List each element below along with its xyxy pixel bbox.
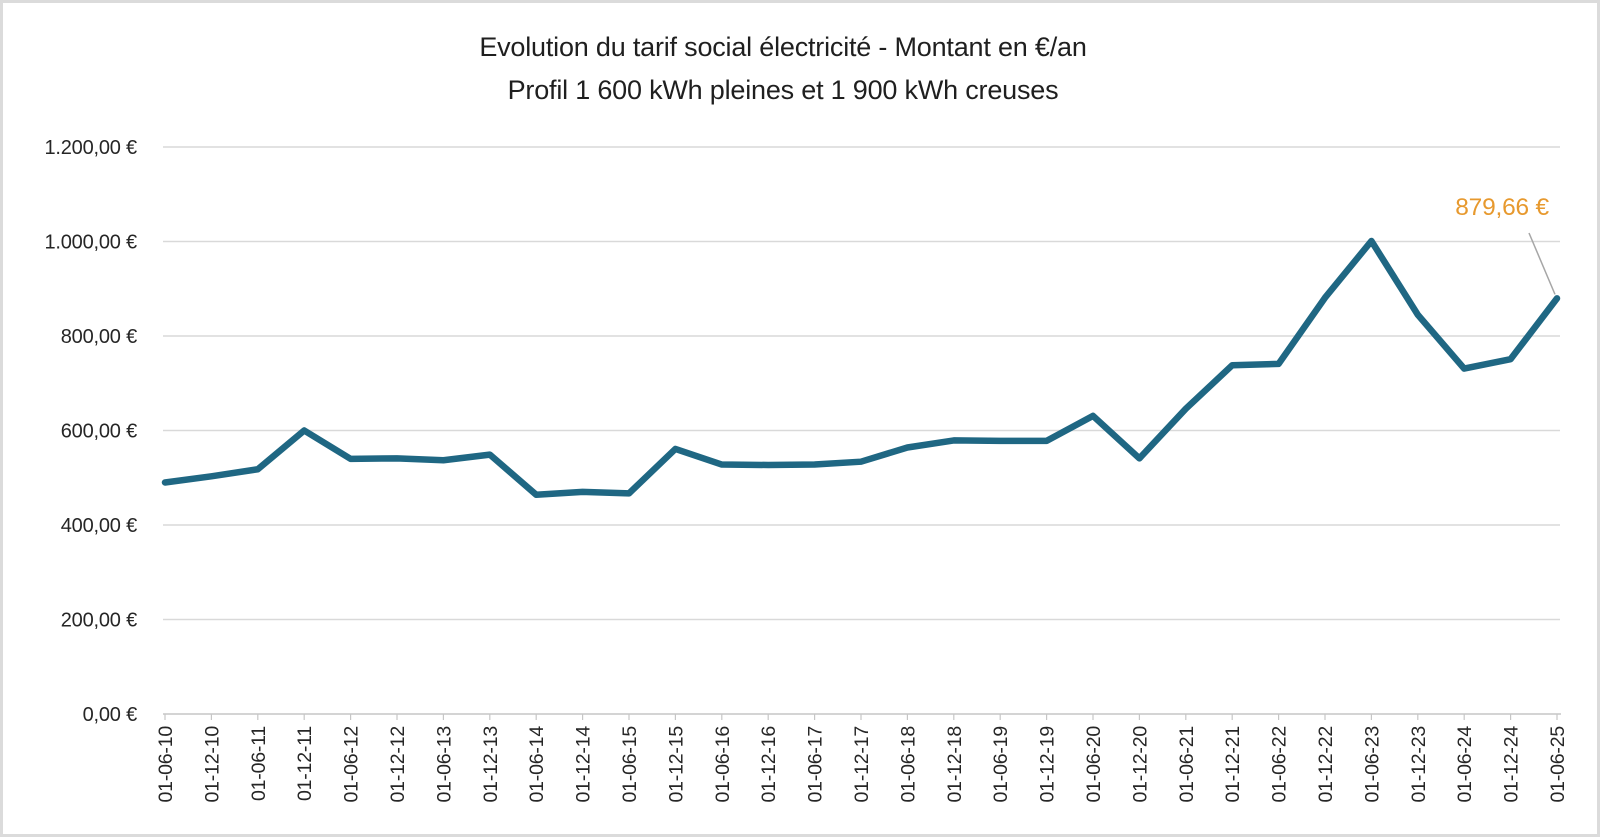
x-axis-tick-label: 01-12-19: [1037, 726, 1059, 802]
x-axis-tick-label: 01-06-21: [1176, 726, 1198, 802]
x-axis-tick-label: 01-12-13: [480, 726, 502, 802]
x-axis-tick-label: 01-06-15: [619, 726, 641, 803]
x-axis-tick-label: 01-12-10: [201, 726, 223, 803]
x-axis-tick-label: 01-06-14: [526, 726, 548, 803]
x-axis-tick-label: 01-12-12: [387, 726, 409, 802]
x-axis-tick-label: 01-12-23: [1408, 726, 1430, 802]
data-point-label: 879,66 €: [1455, 194, 1549, 221]
x-axis-tick-label: 01-12-11: [294, 726, 316, 801]
x-axis-tick-label: 01-06-12: [341, 726, 363, 802]
chart-subtitle: Profil 1 600 kWh pleines et 1 900 kWh cr…: [507, 75, 1059, 105]
y-axis-tick-label: 800,00 €: [61, 326, 137, 348]
x-axis-tick-label: 01-06-24: [1454, 726, 1476, 803]
x-axis-tick-label: 01-06-10: [155, 726, 177, 803]
chart-title: Evolution du tarif social électricité - …: [479, 32, 1087, 62]
y-axis-tick-label: 0,00 €: [83, 704, 137, 726]
y-axis-tick-label: 1.200,00 €: [44, 137, 137, 159]
x-axis-tick-label: 01-06-17: [805, 726, 827, 802]
x-axis-tick-label: 01-06-18: [897, 726, 919, 802]
x-axis-tick-label: 01-12-15: [665, 726, 687, 803]
annotation-leader-line: [1528, 232, 1556, 295]
x-axis-tick-label: 01-06-19: [990, 726, 1012, 802]
x-axis-tick-label: 01-12-24: [1501, 726, 1523, 803]
x-axis-tick-label: 01-06-16: [712, 726, 734, 802]
y-axis-tick-label: 200,00 €: [61, 610, 137, 632]
x-axis-tick-label: 01-06-23: [1361, 726, 1383, 802]
x-axis-tick-label: 01-06-13: [433, 726, 455, 802]
y-axis-tick-label: 600,00 €: [61, 421, 137, 443]
x-axis-tick-label: 01-06-22: [1269, 726, 1291, 802]
x-axis-tick-label: 01-12-21: [1222, 726, 1244, 802]
x-axis-tick-label: 01-12-16: [758, 726, 780, 802]
y-axis-tick-label: 400,00 €: [61, 515, 137, 537]
x-axis-tick-label: 01-06-25: [1547, 726, 1569, 803]
y-axis-tick-label: 1.000,00 €: [44, 232, 137, 254]
x-axis-tick-label: 01-12-22: [1315, 726, 1337, 802]
x-axis-tick-label: 01-06-20: [1083, 726, 1105, 803]
data-series-line: [161, 237, 1561, 499]
chart-title-block: Evolution du tarif social électricité - …: [0, 26, 1566, 112]
x-axis-tick-label: 01-06-11: [248, 726, 270, 801]
x-axis-tick-label: 01-12-20: [1129, 726, 1151, 803]
x-axis-tick-label: 01-12-18: [944, 726, 966, 802]
x-axis-tick-label: 01-12-17: [851, 726, 873, 802]
x-axis-tick-label: 01-12-14: [573, 726, 595, 803]
